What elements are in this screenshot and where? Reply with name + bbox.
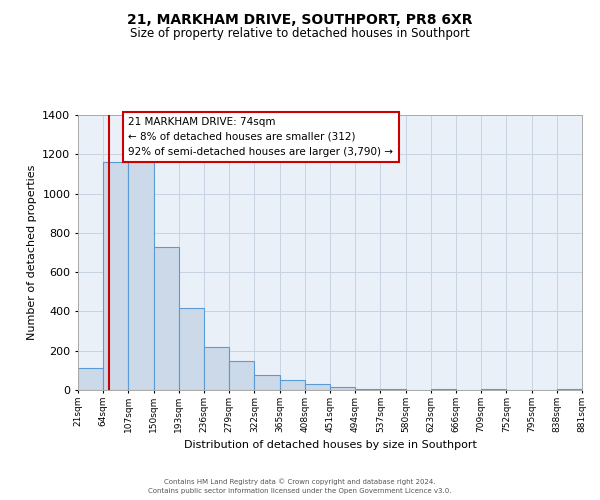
Bar	[481, 389, 506, 390]
Bar	[431, 389, 456, 390]
Text: Contains HM Land Registry data © Crown copyright and database right 2024.
Contai: Contains HM Land Registry data © Crown c…	[148, 478, 452, 494]
X-axis label: Distribution of detached houses by size in Southport: Distribution of detached houses by size …	[184, 440, 476, 450]
Bar	[103, 162, 128, 390]
Bar	[330, 387, 355, 390]
Bar	[229, 360, 254, 390]
Bar	[305, 384, 330, 390]
Bar	[280, 380, 305, 390]
Bar	[78, 368, 103, 390]
Bar	[179, 308, 204, 390]
Bar	[557, 389, 582, 390]
Text: Size of property relative to detached houses in Southport: Size of property relative to detached ho…	[130, 28, 470, 40]
Bar	[154, 246, 179, 390]
Y-axis label: Number of detached properties: Number of detached properties	[26, 165, 37, 340]
Bar	[254, 376, 280, 390]
Text: 21, MARKHAM DRIVE, SOUTHPORT, PR8 6XR: 21, MARKHAM DRIVE, SOUTHPORT, PR8 6XR	[127, 12, 473, 26]
Bar	[204, 347, 229, 390]
Text: 21 MARKHAM DRIVE: 74sqm
← 8% of detached houses are smaller (312)
92% of semi-de: 21 MARKHAM DRIVE: 74sqm ← 8% of detached…	[128, 117, 394, 156]
Bar	[380, 389, 406, 390]
Bar	[128, 162, 154, 390]
Bar	[355, 389, 380, 390]
